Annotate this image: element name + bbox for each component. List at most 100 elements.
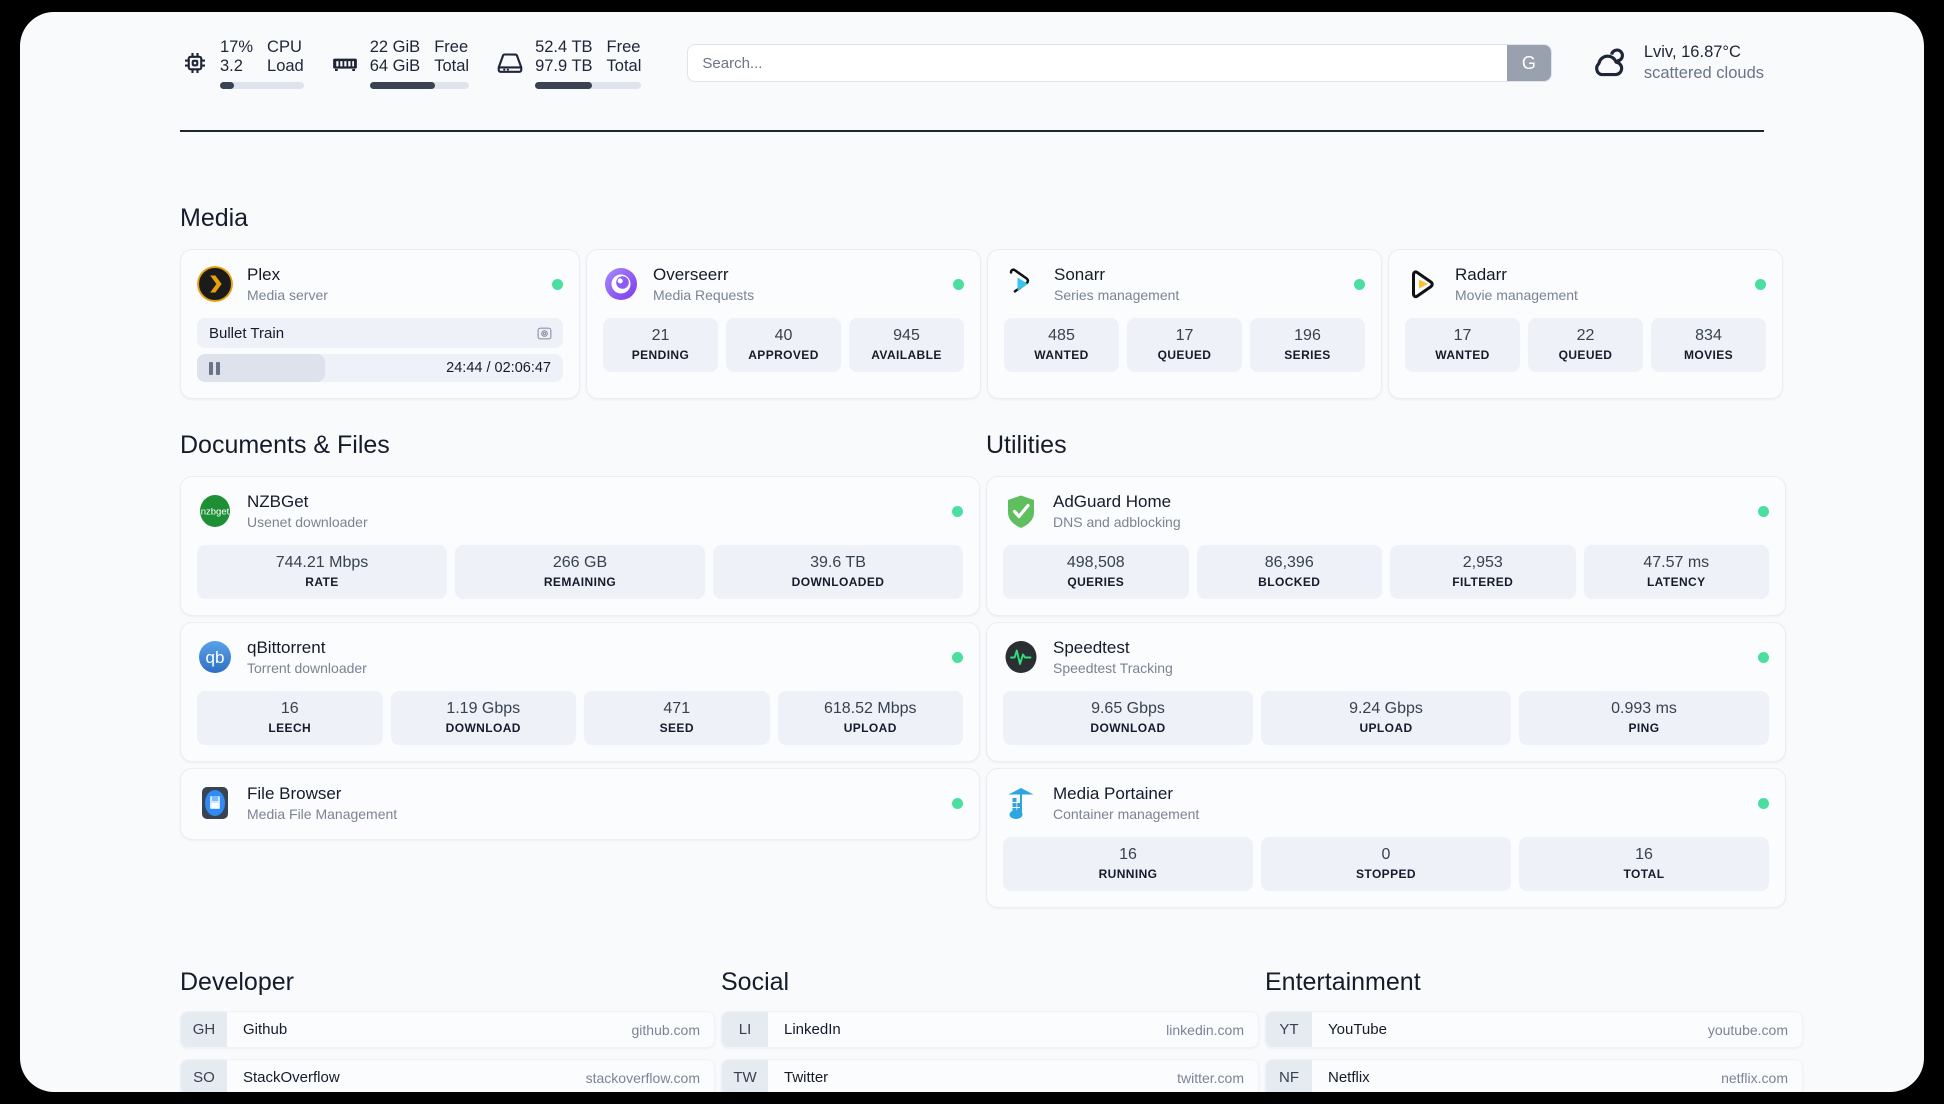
bookmark-abbr: TW [722,1060,768,1092]
speedtest-title: Speedtest [1053,638,1130,657]
status-badge [952,651,963,663]
search-submit-button[interactable]: G [1506,45,1551,81]
bookmark-url: stackoverflow.com [585,1069,700,1086]
stat-cell: 9.65 Gbps DOWNLOAD [1003,691,1253,745]
stat-label: UPLOAD [843,721,897,735]
bookmark-group-social: Social LI LinkedIn linkedin.com TW Twitt… [721,968,1259,1092]
overseerr-icon [603,266,639,302]
service-card-speedtest[interactable]: Speedtest Speedtest Tracking 9.65 Gbps D… [986,622,1786,762]
cast-icon[interactable] [536,325,553,342]
bookmark-group-entertainment: Entertainment YT YouTube youtube.com NF … [1265,968,1803,1092]
stat-value: 16 [1635,846,1653,863]
stat-cell: 22 QUEUED [1528,318,1643,372]
nzbget-title: NZBGet [247,492,309,511]
qbittorrent-icon: qb [197,639,233,675]
stat-cell: 9.24 Gbps UPLOAD [1261,691,1511,745]
filebrowser-subtitle: Media File Management [247,806,398,822]
media-section-title: Media [180,204,249,232]
stat-label: WANTED [1435,348,1490,362]
portainer-title: Media Portainer [1053,784,1174,803]
bookmark-abbr: NF [1266,1060,1312,1092]
service-card-nzbget[interactable]: nzbget NZBGet Usenet downloader 744.21 M… [180,476,980,616]
radarr-subtitle: Movie management [1455,287,1578,303]
bookmark-abbr: YT [1266,1012,1312,1047]
stat-cell: 17 WANTED [1405,318,1520,372]
service-card-sonarr[interactable]: Sonarr Series management 485 WANTED 17 Q… [987,249,1382,399]
stat-value: 16 [280,700,299,717]
weather-location: Lviv, 16.87°C [1643,43,1741,61]
bookmark-name: LinkedIn [784,1021,841,1038]
stat-value: 0 [1381,846,1391,863]
search-input[interactable] [688,45,1507,81]
stat-cell: 17 QUEUED [1127,318,1242,372]
top-header: 17% 3.2 CPU Load [180,12,1764,108]
stat-value: 498,508 [1066,554,1125,571]
stat-cpu: 17% 3.2 CPU Load [180,38,304,89]
stat-cell: 744.21 Mbps RATE [197,545,447,599]
stat-cell: 266 GB REMAINING [455,545,705,599]
stat-value: 86,396 [1264,554,1314,571]
disk-usage-bar [535,81,642,89]
service-card-filebrowser[interactable]: File Browser Media File Management [180,768,980,840]
status-badge [953,278,964,290]
stat-value: 9.24 Gbps [1349,700,1423,717]
now-playing-row[interactable]: Bullet Train [197,318,563,348]
radarr-title: Radarr [1455,265,1507,284]
memory-label-top: Free [434,37,469,56]
adguard-title: AdGuard Home [1053,492,1172,511]
bookmark-item-stackoverflow[interactable]: SO StackOverflow stackoverflow.com [180,1059,715,1092]
stat-value: 17 [1453,327,1472,344]
media-section: Media Plex Media server [180,204,1783,399]
stat-label: QUEUED [1558,348,1613,362]
service-card-adguard[interactable]: AdGuard Home DNS and adblocking 498,508 … [986,476,1786,616]
service-card-radarr[interactable]: Radarr Movie management 17 WANTED 22 QUE… [1388,249,1783,399]
bookmark-name: StackOverflow [243,1069,340,1086]
plex-title: Plex [247,265,281,284]
stat-label: PING [1628,721,1660,735]
now-playing-progress[interactable]: 24:44 / 02:06:47 [197,354,563,382]
bookmark-name: Twitter [784,1069,829,1086]
stat-value: 47.57 ms [1643,554,1710,571]
memory-icon [330,48,360,78]
adguard-subtitle: DNS and adblocking [1053,514,1181,530]
stat-label: WANTED [1034,348,1089,362]
nzbget-icon: nzbget [197,493,233,529]
dashboard-screen: 17% 3.2 CPU Load [20,12,1924,1092]
weather-description: scattered clouds [1643,64,1764,82]
bookmark-item-github[interactable]: GH Github github.com [180,1011,715,1048]
service-card-qbittorrent[interactable]: qb qBittorrent Torrent downloader 16 LEE… [180,622,980,762]
stat-memory: 22 GiB 64 GiB Free Total [330,37,470,89]
search-area: G [687,44,1552,82]
status-badge [1758,505,1769,517]
stat-value: 16 [1119,846,1137,863]
disk-free-value: 52.4 TB [535,37,593,56]
stat-value: 2,953 [1462,554,1503,571]
utilities-section-title: Utilities [986,431,1067,459]
stat-label: DOWNLOAD [1090,721,1166,735]
bookmark-name: Github [243,1021,288,1038]
stat-cell: 618.52 Mbps UPLOAD [777,691,963,745]
bookmark-item-netflix[interactable]: NF Netflix netflix.com [1265,1059,1803,1092]
service-card-portainer[interactable]: Media Portainer Container management 16 … [986,768,1786,908]
svg-text:qb: qb [206,648,225,667]
stat-label: DOWNLOADED [791,575,885,589]
stat-label: FILTERED [1452,575,1514,589]
now-playing-title: Bullet Train [209,324,285,342]
bookmark-item-linkedin[interactable]: LI LinkedIn linkedin.com [721,1011,1259,1048]
stat-cell: 40 APPROVED [726,318,841,372]
stat-cell: 16 LEECH [197,691,383,745]
search-box[interactable]: G [687,44,1552,82]
stat-value: 618.52 Mbps [823,700,917,717]
header-divider [180,130,1764,132]
bookmark-item-youtube[interactable]: YT YouTube youtube.com [1265,1011,1803,1048]
bookmark-url: youtube.com [1707,1021,1788,1038]
qbittorrent-title: qBittorrent [247,638,326,657]
sonarr-title: Sonarr [1054,265,1106,284]
stat-value: 22 [1576,327,1595,344]
stat-label: STOPPED [1356,867,1416,881]
bookmark-item-twitter[interactable]: TW Twitter twitter.com [721,1059,1259,1092]
pause-icon[interactable] [209,361,220,375]
service-card-plex[interactable]: Plex Media server Bullet Train [180,249,580,399]
service-card-overseerr[interactable]: Overseerr Media Requests 21 PENDING 40 A… [586,249,981,399]
stat-label: SEED [659,721,694,735]
